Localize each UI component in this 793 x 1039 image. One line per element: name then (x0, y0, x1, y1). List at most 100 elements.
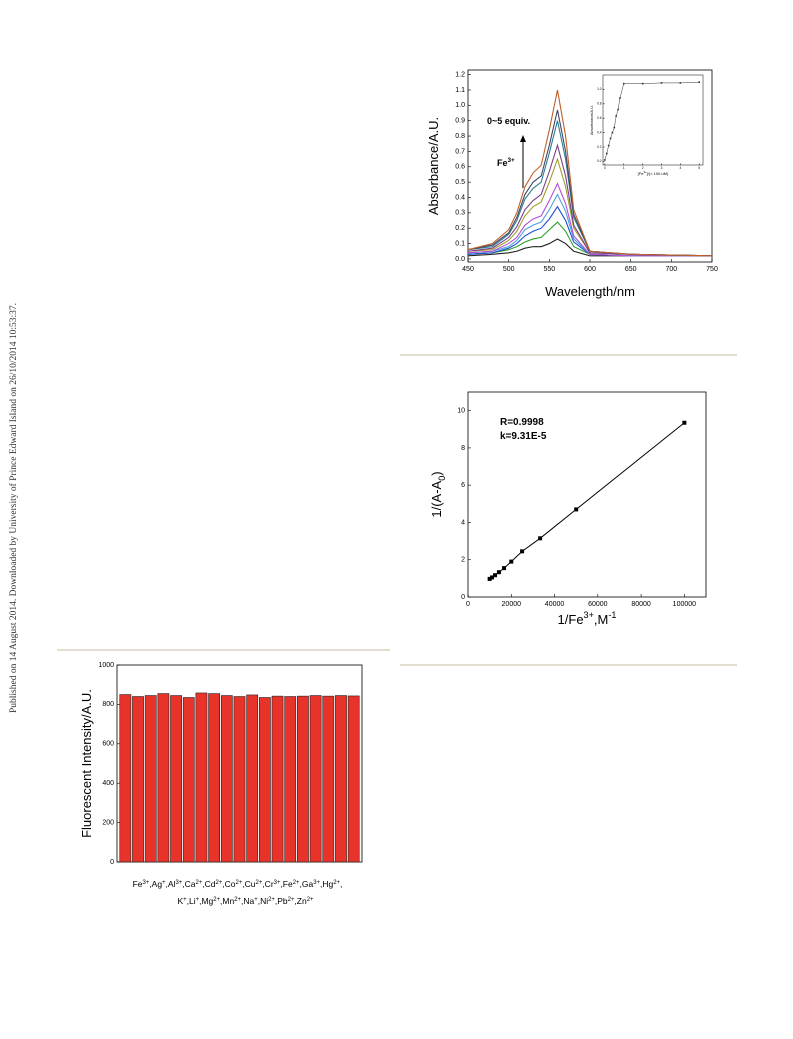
y-axis-label-part: 0 (437, 476, 447, 481)
y-axis-label: 1/(A-A0) (429, 471, 447, 517)
x-axis-label-part: 3+ (584, 610, 594, 620)
point (496, 570, 501, 575)
annotation-part: k=9.31E-5 (500, 431, 547, 442)
series-line (467, 221, 712, 257)
bar (132, 696, 144, 863)
y-tick-label: 0.8 (455, 133, 465, 140)
x-axis-caption-part: ,Ni (258, 896, 269, 906)
arrow-head (520, 135, 526, 142)
y-axis-label-part: 1/(A-A (429, 480, 444, 517)
series-line (604, 81, 700, 161)
point (611, 131, 614, 134)
point (509, 559, 514, 564)
y-tick-label: 0.5 (455, 179, 465, 186)
x-axis-caption-part: 2+ (268, 897, 275, 903)
x-axis-label-part: 1/Fe (558, 612, 584, 627)
annotation: k=9.31E-5 (500, 431, 547, 442)
bar (335, 695, 347, 863)
x-tick-label: 500 (503, 266, 515, 273)
x-axis-caption-part: 2+ (256, 880, 263, 886)
point (605, 152, 608, 155)
y-tick-label: 0 (461, 594, 465, 601)
x-axis-caption-part: ,Cu (242, 879, 256, 889)
x-axis-caption-part: 3+ (313, 880, 320, 886)
x-axis-caption-part: ,Li (187, 896, 196, 906)
x-axis-caption-part: ,Pb (275, 896, 288, 906)
x-axis-caption-part: 2+ (213, 897, 220, 903)
x-tick-label: 650 (625, 266, 637, 273)
y-axis-label: Absorbance/A.U. (426, 117, 441, 215)
x-axis-caption-part: ,Mg (199, 896, 213, 906)
point (490, 575, 495, 580)
x-tick-label: 40000 (545, 601, 565, 608)
y-tick-label: 0.4 (455, 194, 465, 201)
annotation: 0~5 equiv. (487, 116, 530, 126)
plot-frame (467, 391, 707, 598)
series-line (467, 238, 712, 257)
point (613, 126, 616, 129)
x-axis-caption-part: ,Cd (202, 879, 216, 889)
y-axis-label: Absorbance/A.U. (589, 105, 594, 135)
x-axis-caption-part: 3+ (143, 880, 150, 886)
bar (144, 695, 157, 863)
x-axis-caption-part: , (340, 879, 342, 889)
y-tick-label: 8 (461, 445, 465, 452)
y-tick-label: 0.4 (597, 130, 602, 134)
x-axis-caption-part: + (162, 880, 166, 886)
x-tick-label: 20000 (502, 601, 522, 608)
x-axis-caption-part: ,Mn (220, 896, 234, 906)
bar (119, 694, 132, 863)
y-tick-label: 1.0 (597, 87, 602, 91)
x-axis-caption: Fe3+,Ag+,Al3+,Ca2+,Cd2+,Co2+,Cu2+,Cr3+,F… (133, 879, 343, 889)
x-tick-label: 60000 (588, 601, 608, 608)
annotation: Fe3+ (497, 157, 515, 168)
x-axis-caption-part: 2+ (236, 880, 243, 886)
x-tick-label: 0 (604, 166, 606, 170)
y-tick-label: 0.7 (455, 148, 465, 155)
side-note: Published on 14 August 2014. Downloaded … (8, 303, 19, 713)
annotation-part: 3+ (508, 157, 516, 164)
y-axis-label-part: Absorbance/A.U. (426, 117, 441, 215)
point (493, 573, 498, 578)
y-tick-label: 10 (457, 407, 465, 414)
y-axis-label-part: Absorbance/A.U. (589, 105, 594, 135)
x-axis-caption-part: ,Zn (294, 896, 307, 906)
bar (208, 693, 221, 863)
y-tick-label: 1000 (98, 662, 114, 669)
y-tick-label: 6 (461, 482, 465, 489)
x-axis-caption-part: ,Ca (182, 879, 196, 889)
y-tick-label: 0 (110, 859, 114, 866)
point (619, 97, 621, 99)
point (520, 549, 525, 554)
x-tick-label: 2 (642, 166, 644, 170)
point (487, 576, 492, 581)
x-axis-caption-part: ,Ga (300, 879, 314, 889)
bar (157, 693, 170, 863)
y-tick-label: 0.0 (597, 159, 602, 163)
series-line (467, 182, 712, 257)
x-axis-label: [Fe3+]/(× 100 uM) (638, 170, 669, 176)
y-tick-label: 4 (461, 519, 465, 526)
bar (258, 697, 271, 863)
x-tick-label: 750 (706, 266, 718, 273)
y-axis-label-part: Fluorescent Intensity/A.U. (79, 689, 94, 838)
x-axis-label-part: -1 (608, 610, 616, 620)
x-tick-label: 450 (462, 266, 474, 273)
x-axis-caption-part: 2+ (195, 880, 202, 886)
x-axis-caption-part: ,Na (241, 896, 255, 906)
annotation: R=0.9998 (500, 417, 544, 428)
x-tick-label: 80000 (631, 601, 651, 608)
x-axis-label-part: ]/(× 100 uM) (647, 171, 669, 176)
y-axis-label-part: ) (429, 471, 444, 475)
y-tick-label: 0.9 (455, 118, 465, 125)
bar (297, 695, 309, 863)
x-axis-caption-part: ,Cr (262, 879, 274, 889)
y-tick-label: 600 (102, 741, 114, 748)
y-axis-label: Fluorescent Intensity/A.U. (79, 689, 94, 838)
bar (233, 696, 246, 863)
x-axis-caption-part: 2+ (293, 880, 300, 886)
point (615, 115, 618, 117)
x-axis-caption-part: ,Hg (320, 879, 334, 889)
x-axis-label-part: Wavelength/nm (545, 284, 635, 299)
